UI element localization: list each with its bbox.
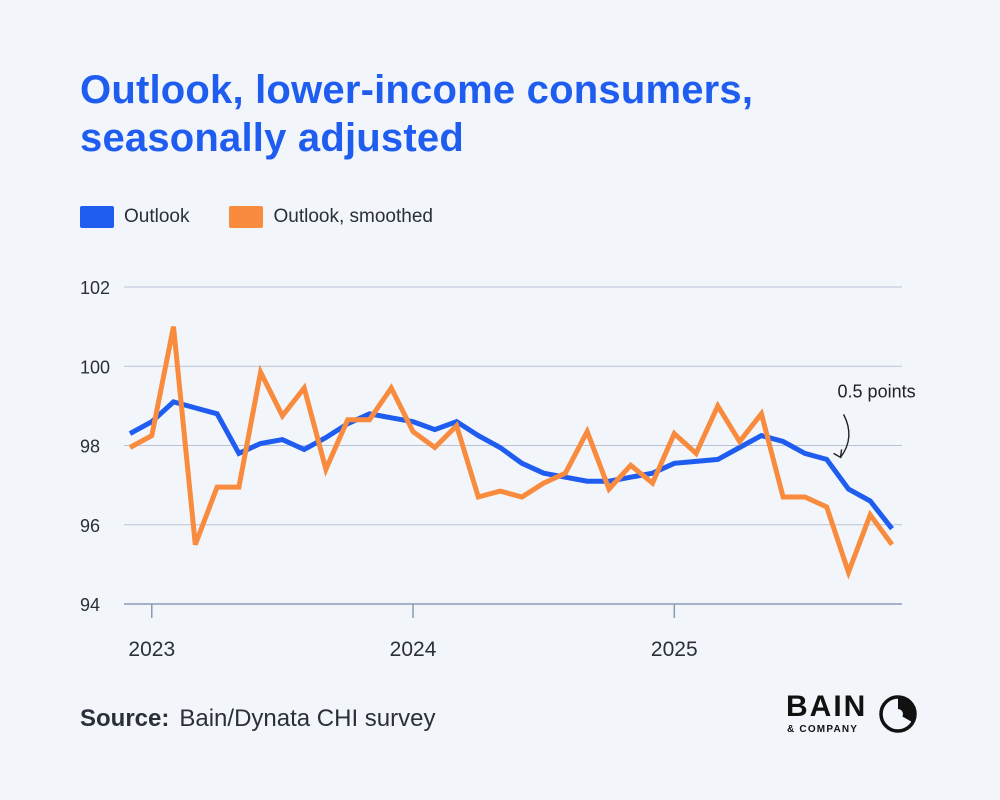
- legend-swatch-outlook-smoothed: [229, 206, 264, 228]
- logo-compass-icon: [879, 695, 917, 733]
- source-label: Source:: [80, 705, 170, 732]
- x-tick-label: 2023: [128, 638, 175, 661]
- annotation-arrow: [840, 414, 850, 458]
- chart-title-line-2: seasonally adjusted: [80, 116, 464, 160]
- chart-title: Outlook, lower-income consumers, seasona…: [80, 66, 940, 162]
- source-note: Source: Bain/Dynata CHI survey: [80, 705, 435, 733]
- chart-annotation: 0.5 points: [833, 381, 916, 459]
- chart-series: [128, 326, 895, 580]
- source-text: Bain/Dynata CHI survey: [179, 705, 436, 732]
- y-tick-label: 98: [80, 437, 100, 457]
- x-tick-label: 2025: [651, 638, 698, 661]
- x-axis: 2023 2024 2025: [128, 604, 698, 661]
- legend-item-outlook-smoothed: Outlook, smoothed: [229, 206, 433, 228]
- legend-label-outlook-smoothed: Outlook, smoothed: [273, 206, 433, 227]
- legend-swatch-outlook: [80, 206, 114, 228]
- legend-item-outlook: Outlook: [80, 206, 189, 228]
- annotation-label: 0.5 points: [838, 381, 916, 401]
- y-tick-label: 100: [80, 357, 110, 377]
- series-line-outlook-smoothed: [128, 326, 895, 580]
- logo-subtitle: & COMPANY: [787, 724, 859, 735]
- legend: Outlook Outlook, smoothed: [80, 204, 473, 230]
- annotation-arrowhead: [833, 449, 843, 459]
- legend-label-outlook: Outlook: [124, 206, 190, 227]
- y-axis-ticks: 94 96 98 100 102: [80, 278, 110, 615]
- y-tick-label: 96: [80, 516, 100, 536]
- x-tick-label: 2024: [390, 638, 437, 661]
- y-tick-label: 94: [80, 595, 100, 615]
- bain-company-logo: BAIN & COMPANY: [786, 690, 926, 740]
- chart-title-line-1: Outlook, lower-income consumers,: [80, 68, 754, 112]
- logo-wordmark: BAIN: [786, 690, 868, 723]
- y-tick-label: 102: [80, 278, 110, 298]
